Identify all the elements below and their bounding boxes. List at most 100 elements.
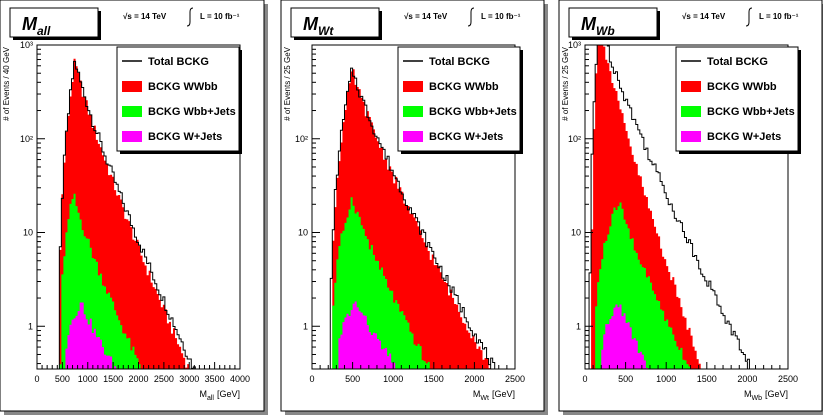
y-tick-label: 1 (303, 321, 308, 331)
x-tick-label: 0 (309, 374, 314, 384)
x-tick-label: 1500 (424, 374, 444, 384)
y-tick-label: 10² (568, 134, 581, 144)
legend-swatch (403, 106, 423, 117)
legend-entry: BCKG WWbb (148, 81, 218, 93)
x-axis-label: Mall [GeV] (199, 389, 240, 402)
legend-swatch (681, 131, 701, 142)
luminosity-label: L = 10 fb⁻¹ (200, 12, 240, 21)
histogram-total-bckg (585, 44, 788, 370)
x-tick-label: 1500 (103, 374, 123, 384)
legend-entry: BCKG WWbb (429, 81, 499, 93)
legend-swatch (403, 81, 423, 92)
y-tick-label: 10 (23, 228, 33, 238)
legend-swatch (681, 81, 701, 92)
x-tick-label: 2500 (778, 374, 798, 384)
y-axis-label: # of Events / 40 GeV (2, 46, 11, 120)
x-tick-label: 0 (582, 374, 587, 384)
histogram-bckg-w-jets (585, 304, 788, 369)
y-axis-label: # of Events / 25 GeV (561, 46, 570, 120)
x-tick-label: 500 (55, 374, 70, 384)
integral-sign (745, 7, 753, 27)
chart-title: Mall (22, 14, 51, 38)
legend-entry: Total BCKG (148, 56, 209, 68)
y-tick-label: 1 (576, 321, 581, 331)
x-tick-label: 2000 (464, 374, 484, 384)
legend-swatch (122, 106, 142, 117)
x-axis-label-unit: [GeV] (217, 389, 240, 399)
plot-frame (584, 44, 789, 370)
legend-swatch (122, 131, 142, 142)
histogram-bckg-wbb-jets (585, 202, 788, 369)
x-axis-label-unit: [GeV] (492, 389, 515, 399)
title-box (290, 7, 380, 38)
x-axis-label: MWt [GeV] (473, 389, 515, 402)
x-tick-label: 0 (34, 374, 39, 384)
y-tick-label: 10² (20, 134, 33, 144)
chart-title-main: M (581, 14, 597, 34)
x-tick-label: 1000 (656, 374, 676, 384)
x-axis-label-main: M (744, 389, 752, 399)
x-tick-label: 3500 (205, 374, 225, 384)
x-tick-label: 3000 (179, 374, 199, 384)
luminosity-label: L = 10 fb⁻¹ (759, 12, 799, 21)
x-axis-label: MWb [GeV] (744, 389, 788, 402)
legend-entry: BCKG W+Jets (707, 131, 781, 143)
legend-entry: BCKG WWbb (707, 81, 777, 93)
legend-entry: BCKG Wbb+Jets (429, 106, 517, 118)
luminosity-label: L = 10 fb⁻¹ (481, 12, 521, 21)
y-tick-label: 10² (295, 134, 308, 144)
x-tick-label: 1500 (697, 374, 717, 384)
chart-title: MWt (303, 14, 334, 38)
title-box (9, 7, 99, 38)
chart-title-sub: Wt (318, 24, 334, 38)
y-tick-label: 10 (298, 228, 308, 238)
x-tick-label: 4000 (230, 374, 250, 384)
legend-swatch (681, 106, 701, 117)
integral-sign (467, 7, 475, 27)
legend-entry: BCKG Wbb+Jets (148, 106, 236, 118)
x-axis-label-unit: [GeV] (765, 389, 788, 399)
chart-panel-1: 0 500 1000 1500 2000 2500 3000 3500 4000 1 10 10² 10… (0, 0, 268, 415)
legend-swatch (122, 81, 142, 92)
legend-entry: BCKG Wbb+Jets (707, 106, 795, 118)
histogram-bckg-w-jets (312, 301, 515, 369)
chart-title-sub: Wb (596, 24, 615, 38)
x-axis-label-main: M (199, 389, 207, 399)
x-axis-label-sub: all (207, 395, 214, 402)
legend-entry: Total BCKG (707, 56, 768, 68)
x-tick-label: 2000 (737, 374, 757, 384)
chart-title-main: M (22, 14, 38, 34)
x-axis-label-sub: Wt (480, 395, 489, 402)
legend-entry: BCKG W+Jets (429, 131, 503, 143)
x-axis-label-sub: Wb (751, 395, 762, 402)
y-tick-label: 10 (571, 228, 581, 238)
x-tick-label: 1000 (78, 374, 98, 384)
x-tick-label: 2500 (505, 374, 525, 384)
y-tick-label: 1 (28, 321, 33, 331)
energy-label: √s = 14 TeV (404, 12, 448, 21)
histogram-total-bckg (312, 67, 515, 370)
integral-sign (186, 7, 194, 27)
x-tick-label: 500 (618, 374, 633, 384)
chart-panel-2: 0 500 1000 1500 2000 2500 1 10 10² # of Events / … (280, 0, 548, 415)
chart-title-main: M (303, 14, 319, 34)
x-tick-label: 2000 (128, 374, 148, 384)
legend-swatch (403, 131, 423, 142)
x-tick-label: 1000 (383, 374, 403, 384)
chart-panel-3: 0 500 1000 1500 2000 2500 1 10 10² 10³# of Events… (558, 0, 823, 415)
y-tick-label: 10³ (20, 40, 33, 50)
y-axis-label: # of Events / 25 GeV (283, 46, 292, 120)
plot-frame (311, 44, 516, 370)
legend-entry: BCKG W+Jets (148, 131, 222, 143)
energy-label: √s = 14 TeV (123, 12, 167, 21)
x-tick-label: 2500 (154, 374, 174, 384)
y-tick-label: 10³ (568, 40, 581, 50)
title-box (568, 7, 658, 38)
x-tick-label: 500 (345, 374, 360, 384)
histogram-total-bckg (37, 60, 240, 370)
chart-title: MWb (581, 14, 615, 38)
chart-title-sub: all (37, 24, 51, 38)
histogram-bckg-w-jets (37, 302, 240, 369)
legend-entry: Total BCKG (429, 56, 490, 68)
